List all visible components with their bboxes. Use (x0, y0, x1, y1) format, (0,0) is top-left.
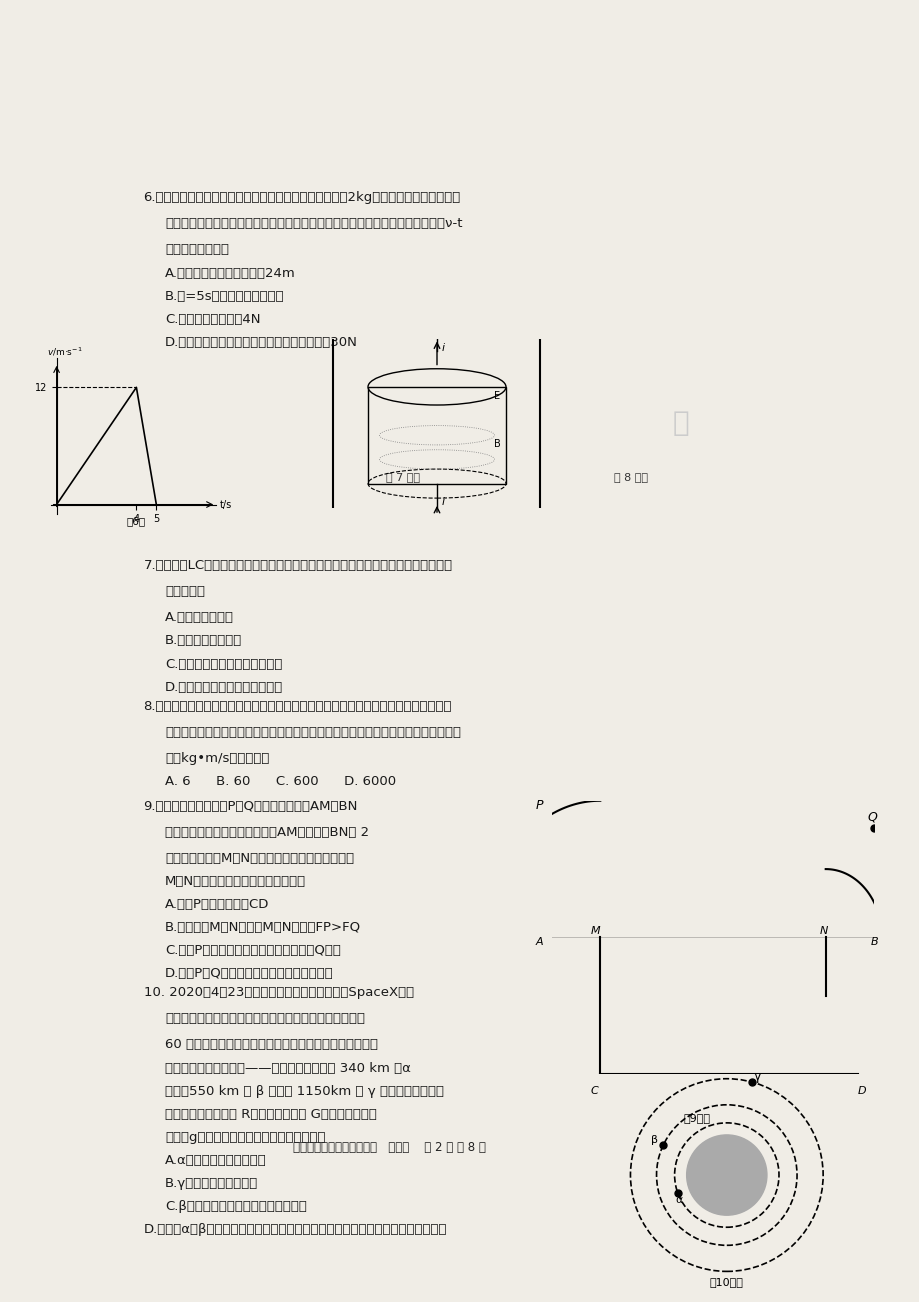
Text: C.β卫星的向心加速度比同步卫星的大: C.β卫星的向心加速度比同步卫星的大 (165, 1200, 306, 1213)
Text: D: D (857, 1086, 866, 1096)
Text: 10. 2020年4月23日凌晨，太空探索技术公司（SpaceX）在: 10. 2020年4月23日凌晨，太空探索技术公司（SpaceX）在 (143, 987, 414, 1000)
Bar (368, 387, 505, 483)
Text: C.空气阻力大小等于4N: C.空气阻力大小等于4N (165, 312, 260, 326)
Text: 星分三层构成卫星网络——分别位于距离地面 340 km 的α: 星分三层构成卫星网络——分别位于距离地面 340 km 的α (165, 1061, 411, 1074)
Text: A.α轨道卫星的线速度最小: A.α轨道卫星的线速度最小 (165, 1154, 267, 1167)
Text: 倍，两圆弧底部M、N切线水平且在同一水平面上，: 倍，两圆弧底部M、N切线水平且在同一水平面上， (165, 852, 354, 865)
Text: 嘉兴市高二物理期末测试卷   试题卷    第 2 页 共 8 页: 嘉兴市高二物理期末测试卷 试题卷 第 2 页 共 8 页 (293, 1141, 485, 1154)
Text: 参与者提升到离水面较高的位置，请估算每秒钟噴水装置向下噴出的水的总动量（单: 参与者提升到离水面较高的位置，请估算每秒钟噴水装置向下噴出的水的总动量（单 (165, 725, 460, 738)
Text: 6.疫情期间，嘉兴警方利用无人机巡查。设无人机质量为2kg，从地面由静止竖直向上: 6.疫情期间，嘉兴警方利用无人机巡查。设无人机质量为2kg，从地面由静止竖直向上 (143, 191, 460, 204)
Text: $v$/m·s$^{-1}$: $v$/m·s$^{-1}$ (47, 345, 82, 358)
Text: B.～=5s时，无人机关闭动力: B.～=5s时，无人机关闭动力 (165, 289, 284, 302)
Text: 8.如图所示，水上飞行器是水上飞行游乐产品，它是利用脚上噴水装置产生的推力，将: 8.如图所示，水上飞行器是水上飞行游乐产品，它是利用脚上噴水装置产生的推力，将 (143, 699, 451, 712)
Text: N: N (819, 926, 827, 936)
Text: i: i (441, 497, 444, 508)
Text: B.电流正在逐渐减小: B.电流正在逐渐减小 (165, 634, 242, 647)
Text: 的等高处同时由静止释放。圆弧AM的半径是BN的 2: 的等高处同时由静止释放。圆弧AM的半径是BN的 2 (165, 825, 369, 838)
Text: P: P (535, 798, 543, 811)
Text: 位：kg•m/s）最接近于: 位：kg•m/s）最接近于 (165, 751, 269, 764)
Text: D.某时刼α、β卫星恰好与地心共线，根据题目已知参数无法计算出经多久再次共线: D.某时刼α、β卫星恰好与地心共线，根据题目已知参数无法计算出经多久再次共线 (143, 1223, 447, 1236)
Text: C.小球P在圆弧轨道运动的机械能比小球Q的大: C.小球P在圆弧轨道运动的机械能比小球Q的大 (165, 944, 340, 957)
Text: 60 颗星链卫星成功送入既定轨道。根据外媒披露，这批卫: 60 颗星链卫星成功送入既定轨道。根据外媒披露，这批卫 (165, 1039, 378, 1052)
Text: M: M (590, 926, 599, 936)
Text: E: E (494, 391, 500, 401)
Text: Q: Q (867, 810, 877, 823)
Text: D.螺线管中的感应磁场竖直向上: D.螺线管中的感应磁场竖直向上 (165, 681, 283, 694)
Text: t/s: t/s (220, 500, 233, 509)
Text: A. 6      B. 60      C. 600      D. 6000: A. 6 B. 60 C. 600 D. 6000 (165, 775, 395, 788)
Text: A.电容器正在放电: A.电容器正在放电 (165, 612, 233, 625)
Text: B.γ轨道卫星的周期最短: B.γ轨道卫星的周期最短 (165, 1177, 258, 1190)
Text: A.小球P先到达水平面CD: A.小球P先到达水平面CD (165, 898, 269, 911)
Text: 沿直线运动，运动过程中所受空气阻力恒定不变，经过一段时间后关闭动力，其ν-t: 沿直线运动，运动过程中所受空气阻力恒定不变，经过一段时间后关闭动力，其ν-t (165, 217, 462, 230)
Text: D.小球P、Q做平抛运动的水平位移大小相等: D.小球P、Q做平抛运动的水平位移大小相等 (165, 967, 334, 980)
Text: B: B (494, 439, 501, 449)
Text: C: C (590, 1086, 597, 1096)
Circle shape (686, 1135, 766, 1215)
Text: 图: 图 (672, 409, 688, 437)
Text: B: B (870, 937, 878, 948)
Text: A.无人机上升的最大高度为24m: A.无人机上升的最大高度为24m (165, 267, 295, 280)
Text: α: α (675, 1195, 683, 1204)
Text: 第9题图: 第9题图 (683, 1113, 709, 1124)
Text: C.两平行板间的电场强度在减小: C.两平行板间的电场强度在减小 (165, 658, 282, 671)
Text: 第6题: 第6题 (127, 516, 146, 526)
Text: 7.若某时刼LC振荡电路中连接电容器的导线具有向上的电流，如图所示。则下列说法: 7.若某时刼LC振荡电路中连接电容器的导线具有向上的电流，如图所示。则下列说法 (143, 560, 452, 573)
Text: 轨道、550 km 的 β 轨道和 1150km 的 γ 轨道上做匀速圆周: 轨道、550 km 的 β 轨道和 1150km 的 γ 轨道上做匀速圆周 (165, 1085, 444, 1098)
Text: β: β (651, 1135, 657, 1146)
Text: 第 8 题图: 第 8 题图 (614, 473, 647, 482)
Text: 第 7 题图: 第 7 题图 (386, 473, 419, 482)
Text: 9.如图所示，相同小球P和Q分别从光滑圆弧AM、BN: 9.如图所示，相同小球P和Q分别从光滑圆弧AM、BN (143, 799, 357, 812)
Text: D.无人机加速上升阶段中，空气对其作用力为30N: D.无人机加速上升阶段中，空气对其作用力为30N (165, 336, 357, 349)
Text: B.小球经过M、N时，对M、N的压力FP>FQ: B.小球经过M、N时，对M、N的压力FP>FQ (165, 922, 360, 934)
Text: 图像如图所示，则: 图像如图所示，则 (165, 243, 229, 256)
Text: 第10题图: 第10题图 (709, 1277, 743, 1288)
Text: A: A (535, 937, 543, 948)
Text: i: i (441, 342, 444, 353)
Text: 中正确的是: 中正确的是 (165, 586, 205, 599)
Text: M、N间距足够大。下列说法正确的是: M、N间距足够大。下列说法正确的是 (165, 875, 306, 888)
Text: 运动，已知地球半径 R，万有引力常数 G，地球表面重力: 运动，已知地球半径 R，万有引力常数 G，地球表面重力 (165, 1108, 377, 1121)
Text: 加速度g。关于这些卫星，下列说法正确的是: 加速度g。关于这些卫星，下列说法正确的是 (165, 1130, 325, 1143)
Text: γ: γ (753, 1070, 760, 1083)
Text: 美军范登堡空军基地成功发射了猛鹰九号运载火箭，并将: 美军范登堡空军基地成功发射了猛鹰九号运载火箭，并将 (165, 1013, 365, 1026)
